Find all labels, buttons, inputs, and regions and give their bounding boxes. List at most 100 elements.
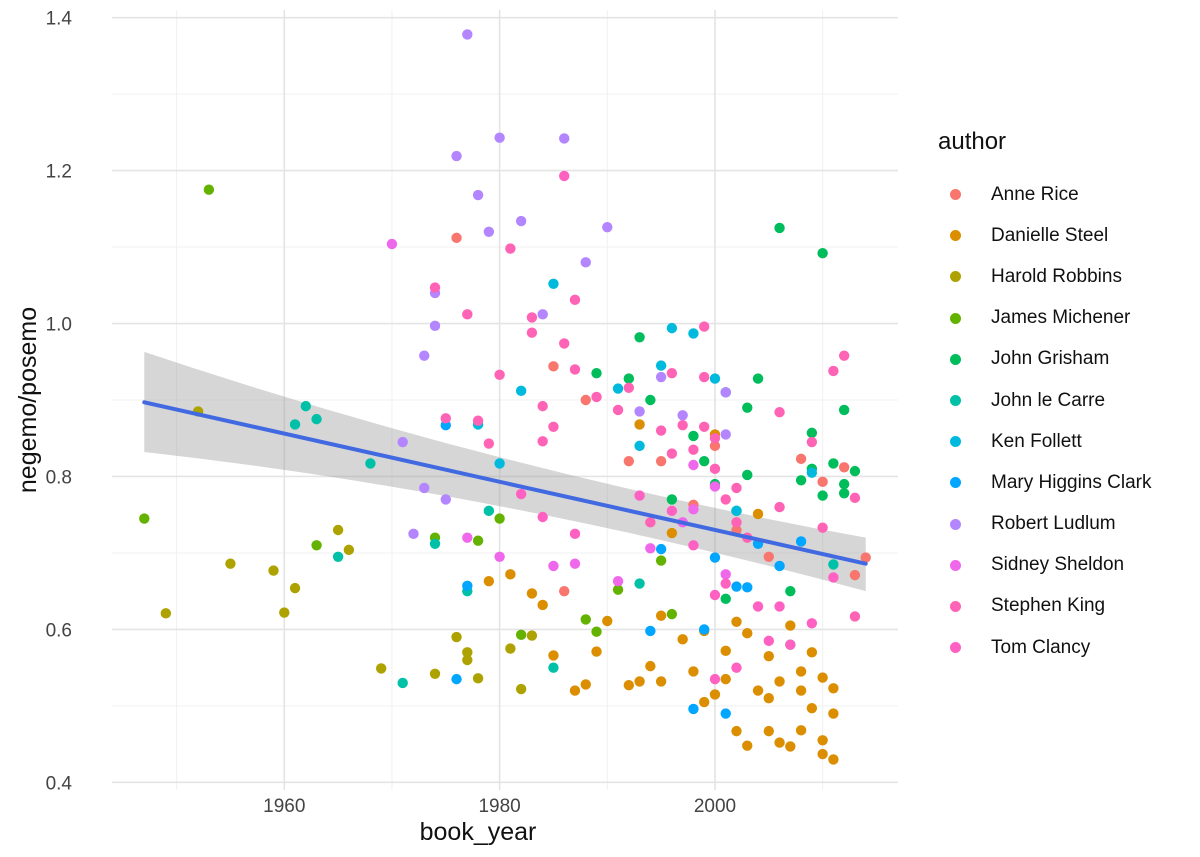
y-tick-label: 1.4	[46, 9, 73, 30]
data-point	[709, 373, 721, 384]
x-tick-label: 2000	[694, 796, 736, 817]
data-point	[655, 543, 667, 555]
data-point	[623, 382, 635, 393]
trend-line	[142, 400, 868, 566]
data-point	[828, 559, 839, 570]
data-point	[698, 421, 710, 432]
data-point	[731, 616, 742, 627]
legend-item: James Michener	[938, 298, 1151, 339]
data-point	[559, 585, 570, 597]
data-point	[655, 610, 667, 621]
data-point	[311, 540, 322, 551]
data-point	[677, 410, 688, 421]
data-point	[688, 504, 699, 515]
legend-item: John le Carre	[938, 380, 1151, 421]
data-point	[494, 551, 505, 562]
data-point	[666, 608, 678, 620]
legend-swatch	[950, 600, 961, 612]
minor-gridlines	[112, 10, 898, 790]
data-point	[655, 555, 667, 566]
data-point	[462, 309, 473, 320]
data-point	[774, 737, 785, 748]
data-point	[752, 373, 764, 384]
data-point	[817, 735, 828, 746]
confidence-band-area	[144, 351, 866, 592]
data-point	[666, 505, 678, 517]
data-point	[386, 238, 398, 250]
data-point	[838, 350, 850, 361]
data-point	[666, 494, 678, 505]
data-point	[462, 532, 473, 543]
data-point	[838, 462, 850, 473]
data-point	[731, 725, 742, 737]
data-point	[817, 748, 828, 760]
data-point	[203, 184, 215, 195]
data-point	[483, 226, 495, 237]
data-point	[720, 593, 731, 605]
data-point	[462, 580, 473, 592]
regression-line	[142, 400, 868, 566]
data-point	[742, 582, 753, 593]
legend-label: James Michener	[991, 307, 1131, 329]
data-point	[795, 475, 807, 486]
data-point	[440, 494, 451, 505]
data-point	[742, 740, 753, 751]
data-point	[311, 413, 322, 425]
data-point	[569, 294, 581, 306]
data-point	[623, 680, 635, 691]
data-point	[709, 433, 721, 444]
data-point	[817, 247, 828, 259]
data-point	[752, 508, 764, 520]
data-point	[645, 394, 656, 406]
data-point	[709, 552, 721, 563]
legend-item: Anne Rice	[938, 174, 1151, 215]
data-point	[139, 513, 150, 524]
x-axis-ticks: 1960 1980 2000	[263, 796, 736, 817]
data-point	[806, 436, 818, 448]
data-point	[451, 150, 462, 162]
data-point	[849, 492, 861, 504]
data-point	[763, 551, 774, 562]
y-tick-label: 0.4	[46, 773, 73, 794]
data-point	[580, 679, 591, 690]
legend-label: Danielle Steel	[991, 224, 1109, 246]
legend-swatch	[950, 559, 961, 571]
data-point	[720, 645, 731, 657]
data-point	[720, 429, 731, 440]
legend-swatch	[950, 436, 961, 448]
data-point	[677, 634, 688, 645]
data-point	[666, 322, 678, 334]
data-point	[375, 663, 387, 674]
data-point	[785, 639, 796, 650]
data-point	[537, 309, 548, 320]
data-point	[160, 608, 172, 619]
data-point	[537, 511, 548, 523]
data-point	[688, 666, 699, 677]
data-point	[774, 676, 785, 687]
data-point	[332, 551, 344, 562]
data-point	[537, 400, 548, 412]
data-point	[634, 676, 645, 687]
data-point	[548, 560, 559, 572]
data-point	[591, 391, 602, 403]
data-point	[526, 630, 538, 641]
y-axis-ticks: 0.4 0.6 0.8 1.0 1.2 1.4	[46, 9, 73, 795]
data-point	[709, 689, 721, 700]
data-point	[591, 368, 602, 379]
data-point	[828, 683, 839, 694]
data-point	[225, 558, 236, 569]
data-point	[763, 650, 774, 662]
data-point	[709, 440, 721, 452]
data-point	[472, 673, 484, 684]
legend-label: Robert Ludlum	[991, 513, 1116, 535]
data-point	[731, 505, 742, 517]
legend-label: Tom Clancy	[991, 636, 1091, 658]
data-point	[559, 338, 570, 349]
data-point	[505, 569, 516, 580]
data-point	[505, 243, 516, 254]
legend-swatch	[950, 477, 961, 489]
data-point	[688, 459, 699, 471]
data-point	[472, 415, 484, 426]
legend-item: Robert Ludlum	[938, 504, 1151, 545]
data-points	[139, 29, 871, 765]
